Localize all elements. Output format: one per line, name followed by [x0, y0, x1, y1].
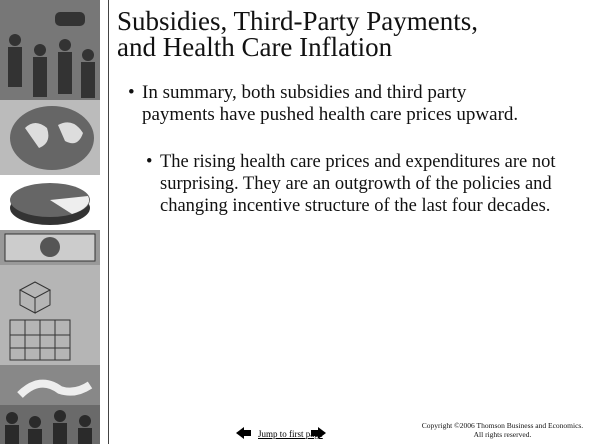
copyright: Copyright ©2006 Thomson Business and Eco… [421, 421, 584, 439]
title-line: and Health Care Inflation [117, 32, 393, 62]
first-page-link[interactable]: Jump to first page [258, 429, 323, 439]
bullet: In summary, both subsidies and third par… [128, 82, 542, 126]
people-shapes [8, 12, 95, 98]
title-line: Subsidies, Third-Party Payments, [117, 6, 478, 36]
slide-title: Subsidies, Third-Party Payments, and Hea… [117, 6, 478, 62]
handshake [17, 379, 93, 398]
pie-slice [50, 196, 90, 214]
image-blocks [0, 265, 100, 365]
crowd-shapes [5, 410, 92, 444]
sidebar-images [0, 0, 100, 444]
prev-arrow[interactable] [236, 427, 251, 439]
sub-bullet: The rising health care prices and expend… [146, 151, 565, 217]
continents [25, 122, 83, 148]
globe [10, 106, 94, 170]
portrait [40, 237, 60, 257]
divider [108, 0, 109, 444]
block-lines [9, 281, 71, 361]
